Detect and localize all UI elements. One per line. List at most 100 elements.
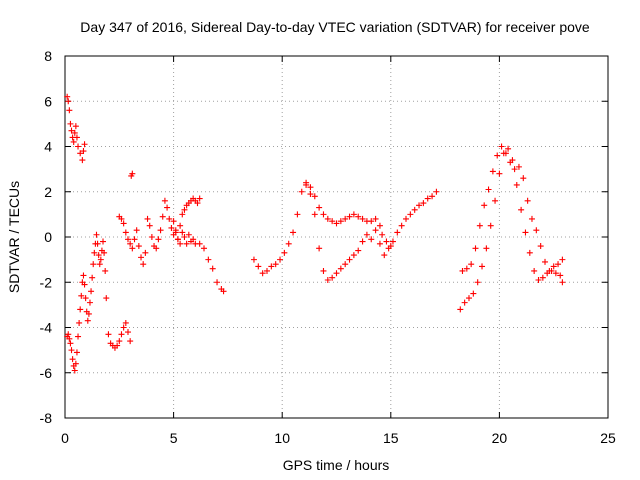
data-point xyxy=(77,306,84,313)
data-point xyxy=(522,229,529,236)
data-point xyxy=(485,186,492,193)
data-point xyxy=(496,170,503,177)
data-point xyxy=(259,270,266,277)
data-point xyxy=(528,215,535,222)
data-point xyxy=(465,295,472,302)
data-point xyxy=(174,236,181,243)
data-point xyxy=(66,107,73,114)
data-point xyxy=(329,274,336,281)
data-point xyxy=(157,227,164,234)
data-point xyxy=(492,197,499,204)
data-point xyxy=(489,168,496,175)
data-point xyxy=(153,245,160,252)
data-point xyxy=(177,240,184,247)
data-point xyxy=(498,143,505,150)
data-point xyxy=(459,267,466,274)
data-point xyxy=(138,254,145,261)
data-point xyxy=(94,240,101,247)
y-axis-label: SDTVAR / TECUs xyxy=(6,181,22,293)
data-point xyxy=(350,252,357,259)
data-point xyxy=(209,265,216,272)
data-point xyxy=(65,98,72,105)
data-point xyxy=(68,347,75,354)
data-point xyxy=(379,231,386,238)
data-point xyxy=(520,175,527,182)
y-tick-label: 4 xyxy=(44,139,52,155)
data-point xyxy=(487,222,494,229)
data-point xyxy=(505,145,512,152)
data-point xyxy=(346,213,353,220)
x-tick-label: 15 xyxy=(383,430,399,446)
data-point xyxy=(420,200,427,207)
data-point xyxy=(463,265,470,272)
data-point xyxy=(122,319,129,326)
data-point xyxy=(96,261,103,268)
data-point xyxy=(95,252,102,259)
data-point xyxy=(129,170,136,177)
data-point xyxy=(68,127,75,134)
data-point xyxy=(64,93,71,100)
data-point xyxy=(311,211,318,218)
data-point xyxy=(307,191,314,198)
data-point xyxy=(172,227,179,234)
data-point xyxy=(407,211,414,218)
data-point xyxy=(394,229,401,236)
data-point xyxy=(122,229,129,236)
data-point xyxy=(337,265,344,272)
data-point xyxy=(552,270,559,277)
data-point xyxy=(84,317,91,324)
y-tick-label: 6 xyxy=(44,93,52,109)
data-point xyxy=(433,188,440,195)
data-point xyxy=(194,200,201,207)
data-point xyxy=(80,148,87,155)
data-point xyxy=(102,267,109,274)
data-point xyxy=(120,324,127,331)
data-point xyxy=(101,249,108,256)
data-point xyxy=(181,234,188,240)
data-point xyxy=(403,215,410,222)
data-point xyxy=(507,159,514,166)
data-point xyxy=(468,261,475,268)
data-point xyxy=(166,215,173,222)
data-point xyxy=(103,295,110,302)
y-tick-label: 8 xyxy=(44,48,52,64)
data-point xyxy=(80,272,87,279)
data-point xyxy=(181,206,188,213)
data-point xyxy=(411,206,418,213)
data-point xyxy=(71,129,78,136)
data-point xyxy=(185,231,192,238)
data-point xyxy=(118,215,125,222)
data-point xyxy=(294,211,301,218)
data-point xyxy=(416,202,423,209)
data-point xyxy=(93,231,100,238)
data-point xyxy=(398,222,405,229)
data-point xyxy=(124,329,131,336)
data-point xyxy=(97,256,104,263)
data-point xyxy=(376,222,383,229)
data-point xyxy=(515,163,522,170)
data-point xyxy=(333,270,340,277)
data-point xyxy=(155,236,162,243)
y-tick-label: -8 xyxy=(40,410,53,426)
data-point xyxy=(333,220,340,227)
data-point xyxy=(214,279,221,286)
data-point xyxy=(127,240,134,247)
x-tick-label: 20 xyxy=(492,430,508,446)
data-point xyxy=(86,299,93,306)
data-point xyxy=(350,211,357,218)
data-point xyxy=(135,243,142,250)
data-point xyxy=(81,281,88,288)
data-point xyxy=(342,215,349,222)
data-point xyxy=(285,240,292,247)
data-point xyxy=(537,243,544,250)
data-point xyxy=(526,249,533,256)
y-tick-label: -4 xyxy=(40,320,53,336)
data-point xyxy=(511,166,518,173)
data-point xyxy=(483,245,490,252)
data-point xyxy=(67,340,74,347)
data-point xyxy=(389,238,396,245)
data-point xyxy=(502,150,509,157)
data-point xyxy=(129,245,136,252)
data-point xyxy=(542,258,549,265)
data-point xyxy=(277,256,284,263)
